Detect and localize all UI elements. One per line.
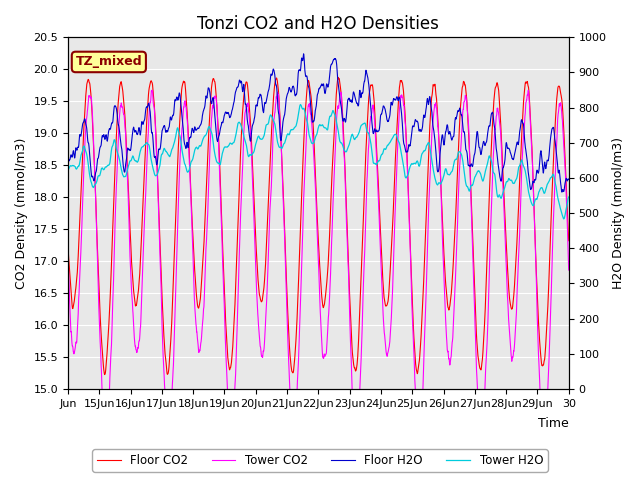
Floor H2O — [565, 176, 573, 182]
Floor CO2 — [435, 125, 442, 131]
Title: Tonzi CO2 and H2O Densities: Tonzi CO2 and H2O Densities — [197, 15, 439, 33]
Floor H2O — [150, 154, 158, 159]
Tower H2O — [449, 166, 456, 172]
Floor CO2 — [456, 106, 464, 111]
Floor CO2 — [150, 104, 158, 109]
Tower H2O — [296, 102, 304, 108]
Floor H2O — [398, 117, 406, 122]
Tower CO2 — [148, 87, 156, 93]
Tower CO2 — [64, 255, 72, 261]
Tower CO2 — [565, 267, 573, 273]
Tower H2O — [560, 216, 568, 222]
Tower H2O — [388, 136, 396, 142]
Tower CO2 — [351, 435, 359, 441]
Floor H2O — [558, 189, 566, 195]
Legend: Floor CO2, Tower CO2, Floor H2O, Tower H2O: Floor CO2, Tower CO2, Floor H2O, Tower H… — [92, 449, 548, 472]
Text: TZ_mixed: TZ_mixed — [76, 56, 142, 69]
Tower CO2 — [398, 94, 406, 100]
Floor H2O — [449, 134, 456, 140]
Tower CO2 — [435, 128, 442, 133]
Tower H2O — [150, 170, 158, 176]
Tower CO2 — [456, 153, 464, 158]
Floor CO2 — [565, 238, 573, 243]
Floor H2O — [456, 107, 464, 113]
Floor H2O — [300, 51, 307, 57]
Floor CO2 — [398, 80, 406, 85]
Floor H2O — [388, 102, 396, 108]
Floor H2O — [435, 168, 442, 174]
Tower H2O — [435, 181, 442, 187]
X-axis label: Time: Time — [538, 417, 569, 430]
Floor CO2 — [64, 245, 72, 251]
Tower CO2 — [150, 107, 158, 112]
Y-axis label: CO2 Density (mmol/m3): CO2 Density (mmol/m3) — [15, 137, 28, 289]
Tower H2O — [64, 168, 72, 173]
Line: Tower H2O: Tower H2O — [68, 105, 569, 219]
Line: Floor CO2: Floor CO2 — [68, 77, 569, 374]
Tower H2O — [398, 155, 406, 160]
Tower CO2 — [449, 332, 457, 338]
Y-axis label: H2O Density (mmol/m3): H2O Density (mmol/m3) — [612, 137, 625, 289]
Floor H2O — [64, 160, 72, 166]
Floor CO2 — [388, 231, 396, 237]
Floor CO2 — [334, 74, 342, 80]
Floor CO2 — [449, 267, 457, 273]
Floor CO2 — [101, 372, 109, 377]
Tower H2O — [456, 149, 464, 155]
Tower CO2 — [388, 298, 396, 304]
Line: Tower CO2: Tower CO2 — [68, 90, 569, 438]
Line: Floor H2O: Floor H2O — [68, 54, 569, 192]
Tower H2O — [565, 194, 573, 200]
